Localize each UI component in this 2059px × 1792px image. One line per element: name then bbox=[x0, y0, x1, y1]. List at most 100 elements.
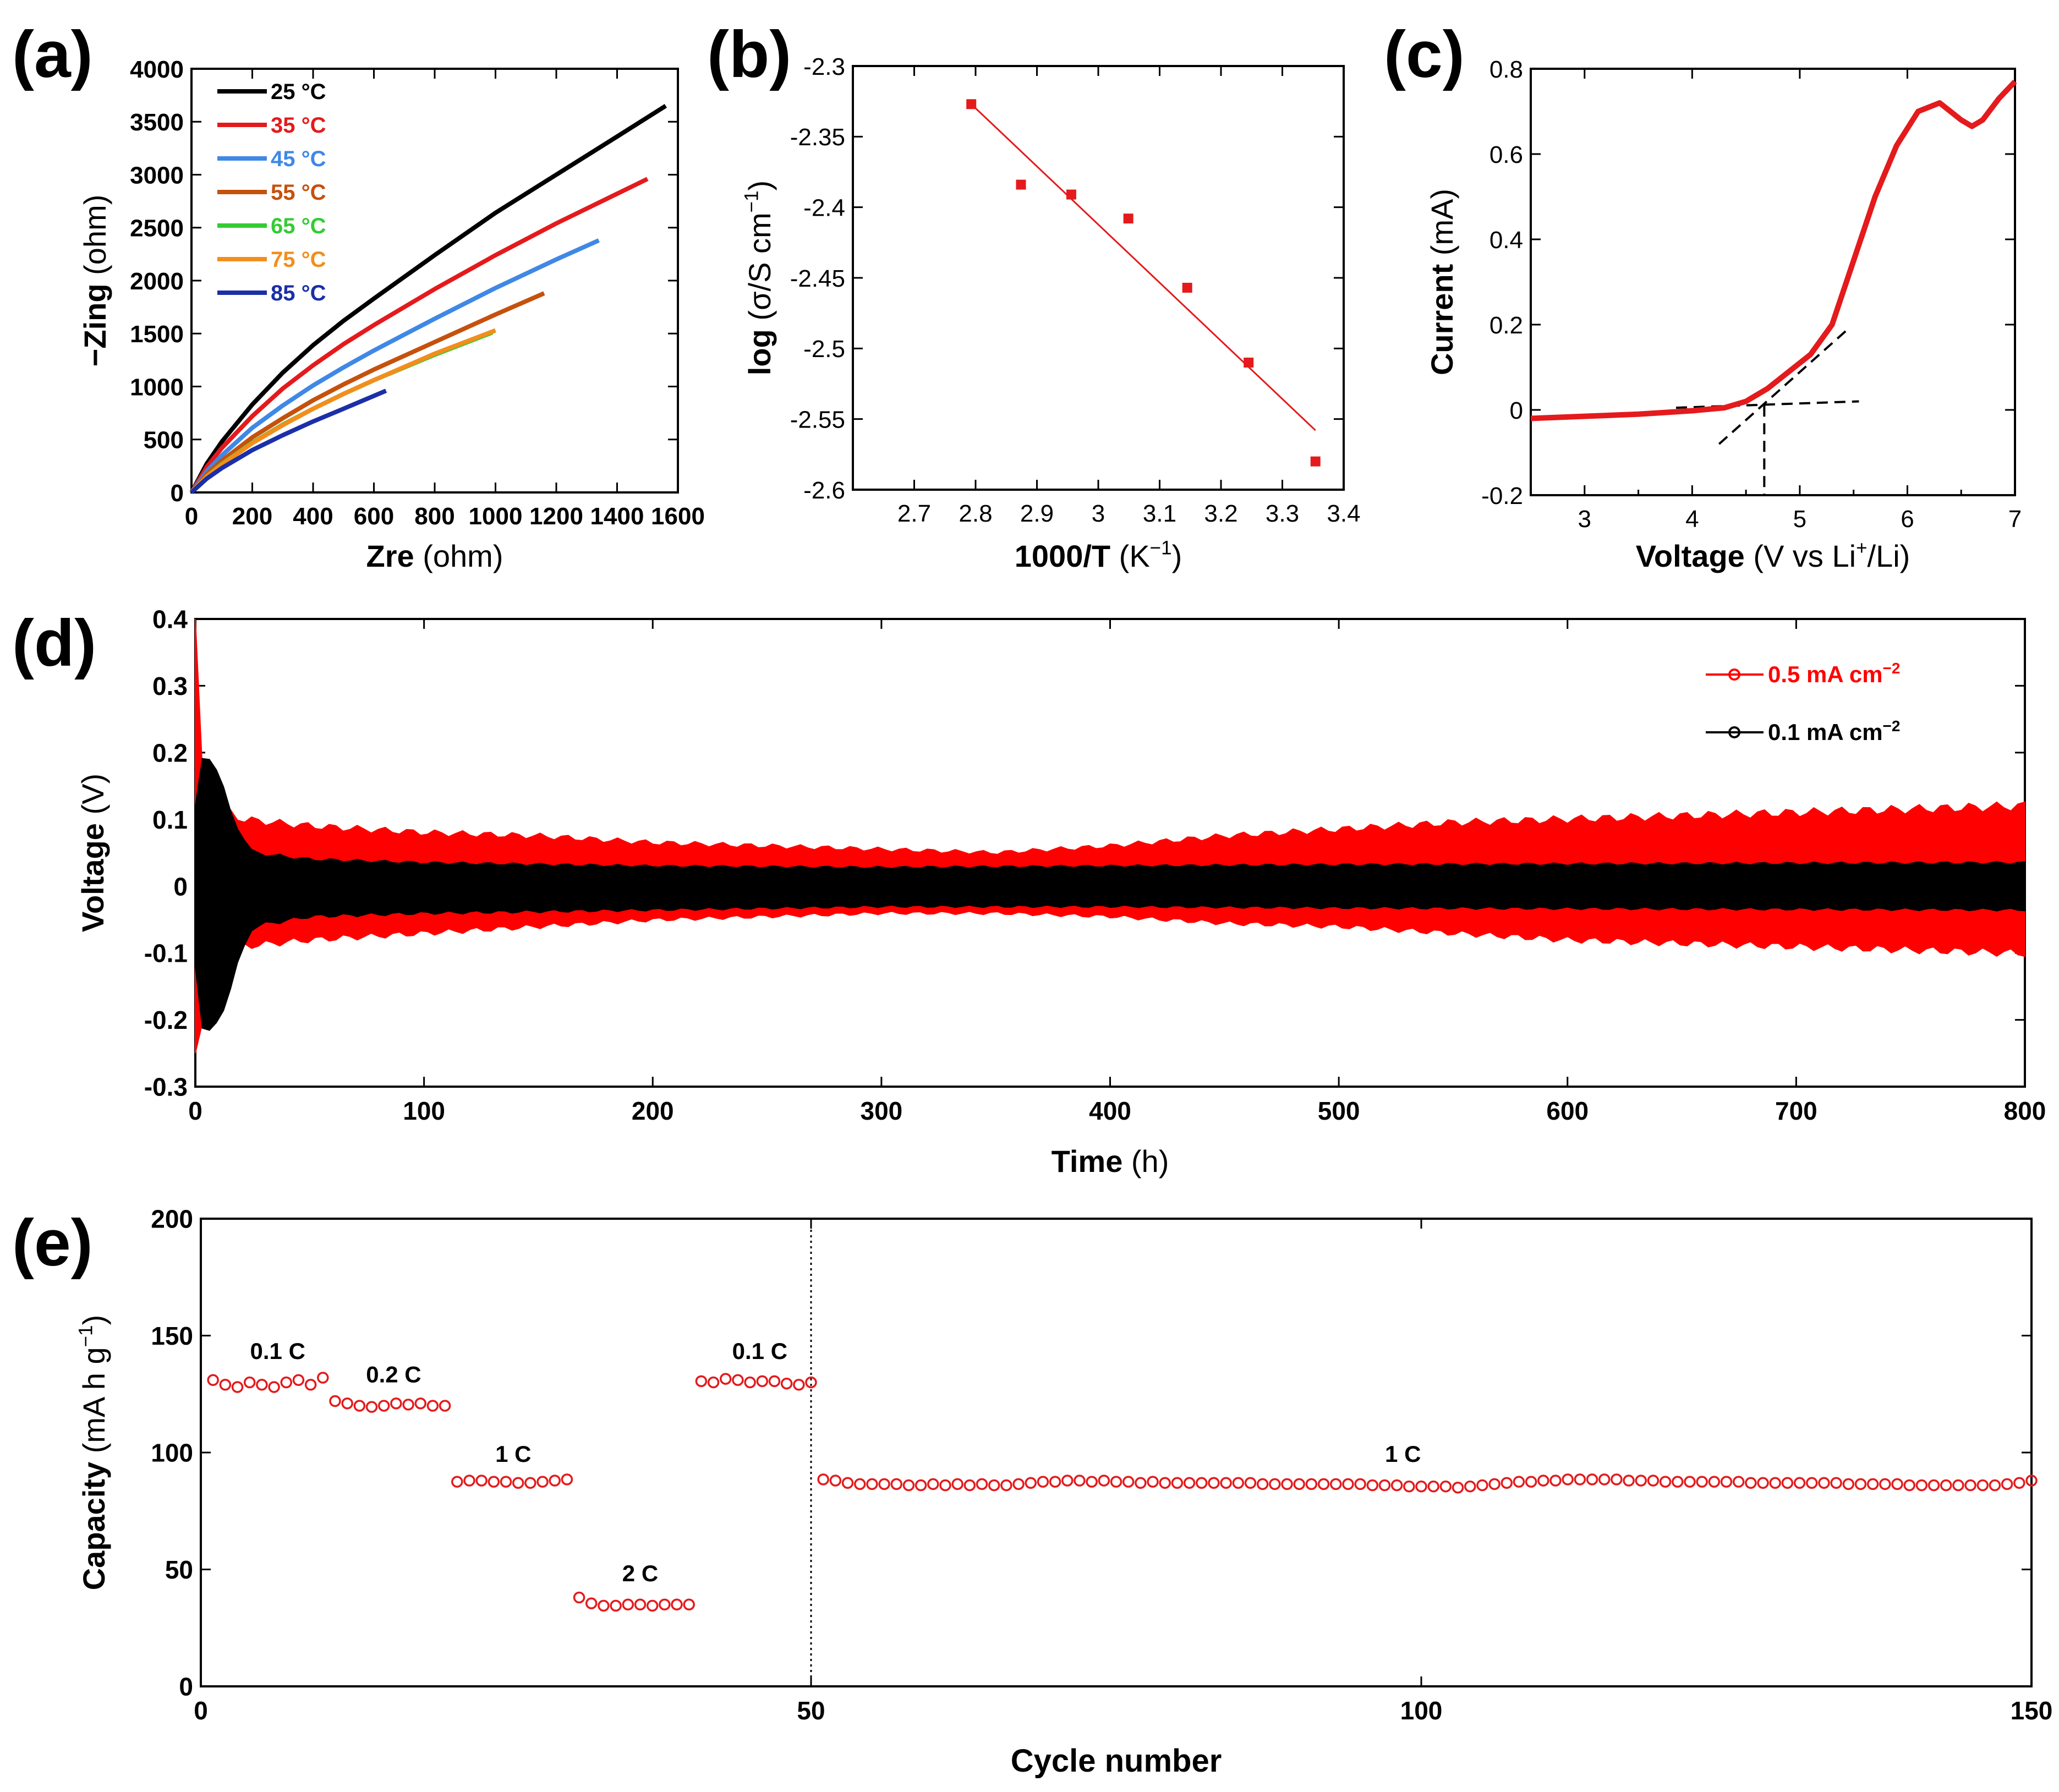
data-point bbox=[256, 1379, 268, 1391]
legend-sup: −2 bbox=[1883, 717, 1901, 735]
x-tick-label: 2.8 bbox=[959, 500, 992, 527]
label-sup: −1 bbox=[1150, 538, 1172, 559]
y-tick-label: 0 bbox=[173, 872, 188, 901]
y-tick-label: 1500 bbox=[130, 321, 184, 348]
data-point bbox=[1866, 1478, 1879, 1490]
data-point bbox=[1110, 1476, 1122, 1488]
data-point bbox=[1025, 1477, 1037, 1489]
label-sup: −1 bbox=[741, 190, 763, 212]
tangent-line bbox=[1718, 328, 1849, 445]
data-point bbox=[1415, 1480, 1427, 1493]
data-point bbox=[966, 99, 977, 109]
data-point bbox=[951, 1478, 963, 1490]
label-bold: log bbox=[742, 329, 777, 375]
legend-entry: 45 °C bbox=[271, 147, 326, 171]
y-tick-label: 2500 bbox=[130, 215, 184, 242]
series-line-3 bbox=[189, 291, 545, 494]
data-point bbox=[744, 1376, 756, 1389]
data-point bbox=[976, 1478, 988, 1490]
data-point bbox=[500, 1476, 512, 1488]
label-normal: (mA h g bbox=[76, 1347, 111, 1462]
legend-marker bbox=[1728, 726, 1740, 738]
x-tick-label: 300 bbox=[861, 1097, 903, 1125]
data-point bbox=[1220, 1477, 1232, 1489]
y-tick-label: 0 bbox=[171, 480, 184, 507]
plot-frame bbox=[1530, 68, 2016, 496]
data-point bbox=[1708, 1476, 1721, 1488]
data-point bbox=[1171, 1477, 1184, 1489]
data-point bbox=[1672, 1476, 1684, 1488]
data-point bbox=[671, 1598, 683, 1610]
data-point bbox=[1012, 1478, 1025, 1490]
x-tick-label: 4 bbox=[1685, 506, 1699, 533]
x-tick-label: 0 bbox=[185, 503, 198, 530]
x-tick-label: 3.3 bbox=[1266, 500, 1299, 527]
data-point bbox=[768, 1375, 781, 1388]
data-point bbox=[1903, 1479, 1915, 1492]
data-point bbox=[622, 1598, 634, 1610]
x-axis-title: Zre (ohm) bbox=[366, 539, 503, 573]
data-point bbox=[512, 1477, 524, 1489]
label-normal: (V vs Li bbox=[1745, 539, 1856, 573]
data-point bbox=[927, 1478, 939, 1490]
data-point bbox=[780, 1377, 793, 1390]
fit-line bbox=[971, 103, 1316, 431]
data-point bbox=[1562, 1473, 1574, 1486]
y-tick-label: -2.6 bbox=[803, 477, 845, 504]
data-point bbox=[1293, 1478, 1305, 1490]
label-normal: (mA) bbox=[1425, 189, 1459, 264]
panel-label: (e) bbox=[12, 1206, 93, 1280]
y-tick-label: 200 bbox=[151, 1205, 193, 1234]
legend-marker bbox=[1728, 668, 1740, 681]
legend-text: 0.5 mA cm bbox=[1768, 661, 1883, 687]
data-point bbox=[1611, 1473, 1623, 1486]
label-normal: (ohm) bbox=[414, 539, 503, 573]
x-tick-label: 1400 bbox=[590, 503, 644, 530]
label-sup: −1 bbox=[75, 1325, 97, 1347]
series-line-6 bbox=[190, 388, 387, 494]
legend-text: 0.1 mA cm bbox=[1768, 719, 1883, 745]
data-point bbox=[1879, 1478, 1891, 1490]
x-axis-title: Cycle number bbox=[1011, 1743, 1222, 1779]
series-line-5 bbox=[190, 328, 496, 494]
y-tick-label: -0.3 bbox=[144, 1073, 188, 1101]
data-point bbox=[1989, 1479, 2001, 1492]
data-point bbox=[414, 1398, 426, 1410]
data-point bbox=[1123, 213, 1133, 224]
x-tick-label: 2.7 bbox=[897, 500, 931, 527]
y-tick-label: 0 bbox=[1510, 397, 1523, 424]
data-point bbox=[1818, 1477, 1830, 1489]
data-point bbox=[841, 1477, 854, 1489]
data-point bbox=[1256, 1478, 1269, 1490]
label-bold: Capacity bbox=[76, 1462, 111, 1590]
y-tick-label: 3000 bbox=[130, 162, 184, 189]
data-point bbox=[488, 1476, 500, 1488]
label-bold: 1000/T bbox=[1015, 539, 1110, 573]
data-point bbox=[1329, 1478, 1342, 1490]
x-tick-label: 3.1 bbox=[1143, 500, 1176, 527]
data-point bbox=[1354, 1478, 1366, 1490]
data-point bbox=[646, 1599, 659, 1612]
y-tick-label: -2.4 bbox=[803, 195, 845, 222]
x-tick-label: 400 bbox=[293, 503, 333, 530]
data-point bbox=[1159, 1477, 1171, 1489]
data-point bbox=[1061, 1475, 1074, 1487]
x-tick-label: 7 bbox=[2008, 506, 2022, 533]
label-end: /Li) bbox=[1868, 539, 1910, 573]
x-tick-label: 150 bbox=[2011, 1696, 2053, 1725]
data-point bbox=[1390, 1479, 1403, 1492]
data-point bbox=[1635, 1475, 1647, 1487]
y-tick-label: 0 bbox=[179, 1673, 193, 1701]
label-end: ) bbox=[1172, 539, 1182, 573]
data-point bbox=[1317, 1478, 1330, 1490]
data-point bbox=[439, 1400, 451, 1412]
y-tick-label: -2.55 bbox=[790, 407, 845, 434]
y-tick-label: -2.35 bbox=[790, 124, 845, 151]
data-point bbox=[1976, 1479, 1989, 1492]
data-point bbox=[719, 1373, 732, 1385]
data-point bbox=[1793, 1477, 1806, 1489]
data-point bbox=[598, 1599, 610, 1612]
panel-e: 0 50 100 150 0 50 100 150 200 (e) 0.1 C 0.2 C 1 C 2 C… bbox=[12, 1205, 2052, 1779]
y-tick-label: 0.1 bbox=[152, 805, 188, 834]
